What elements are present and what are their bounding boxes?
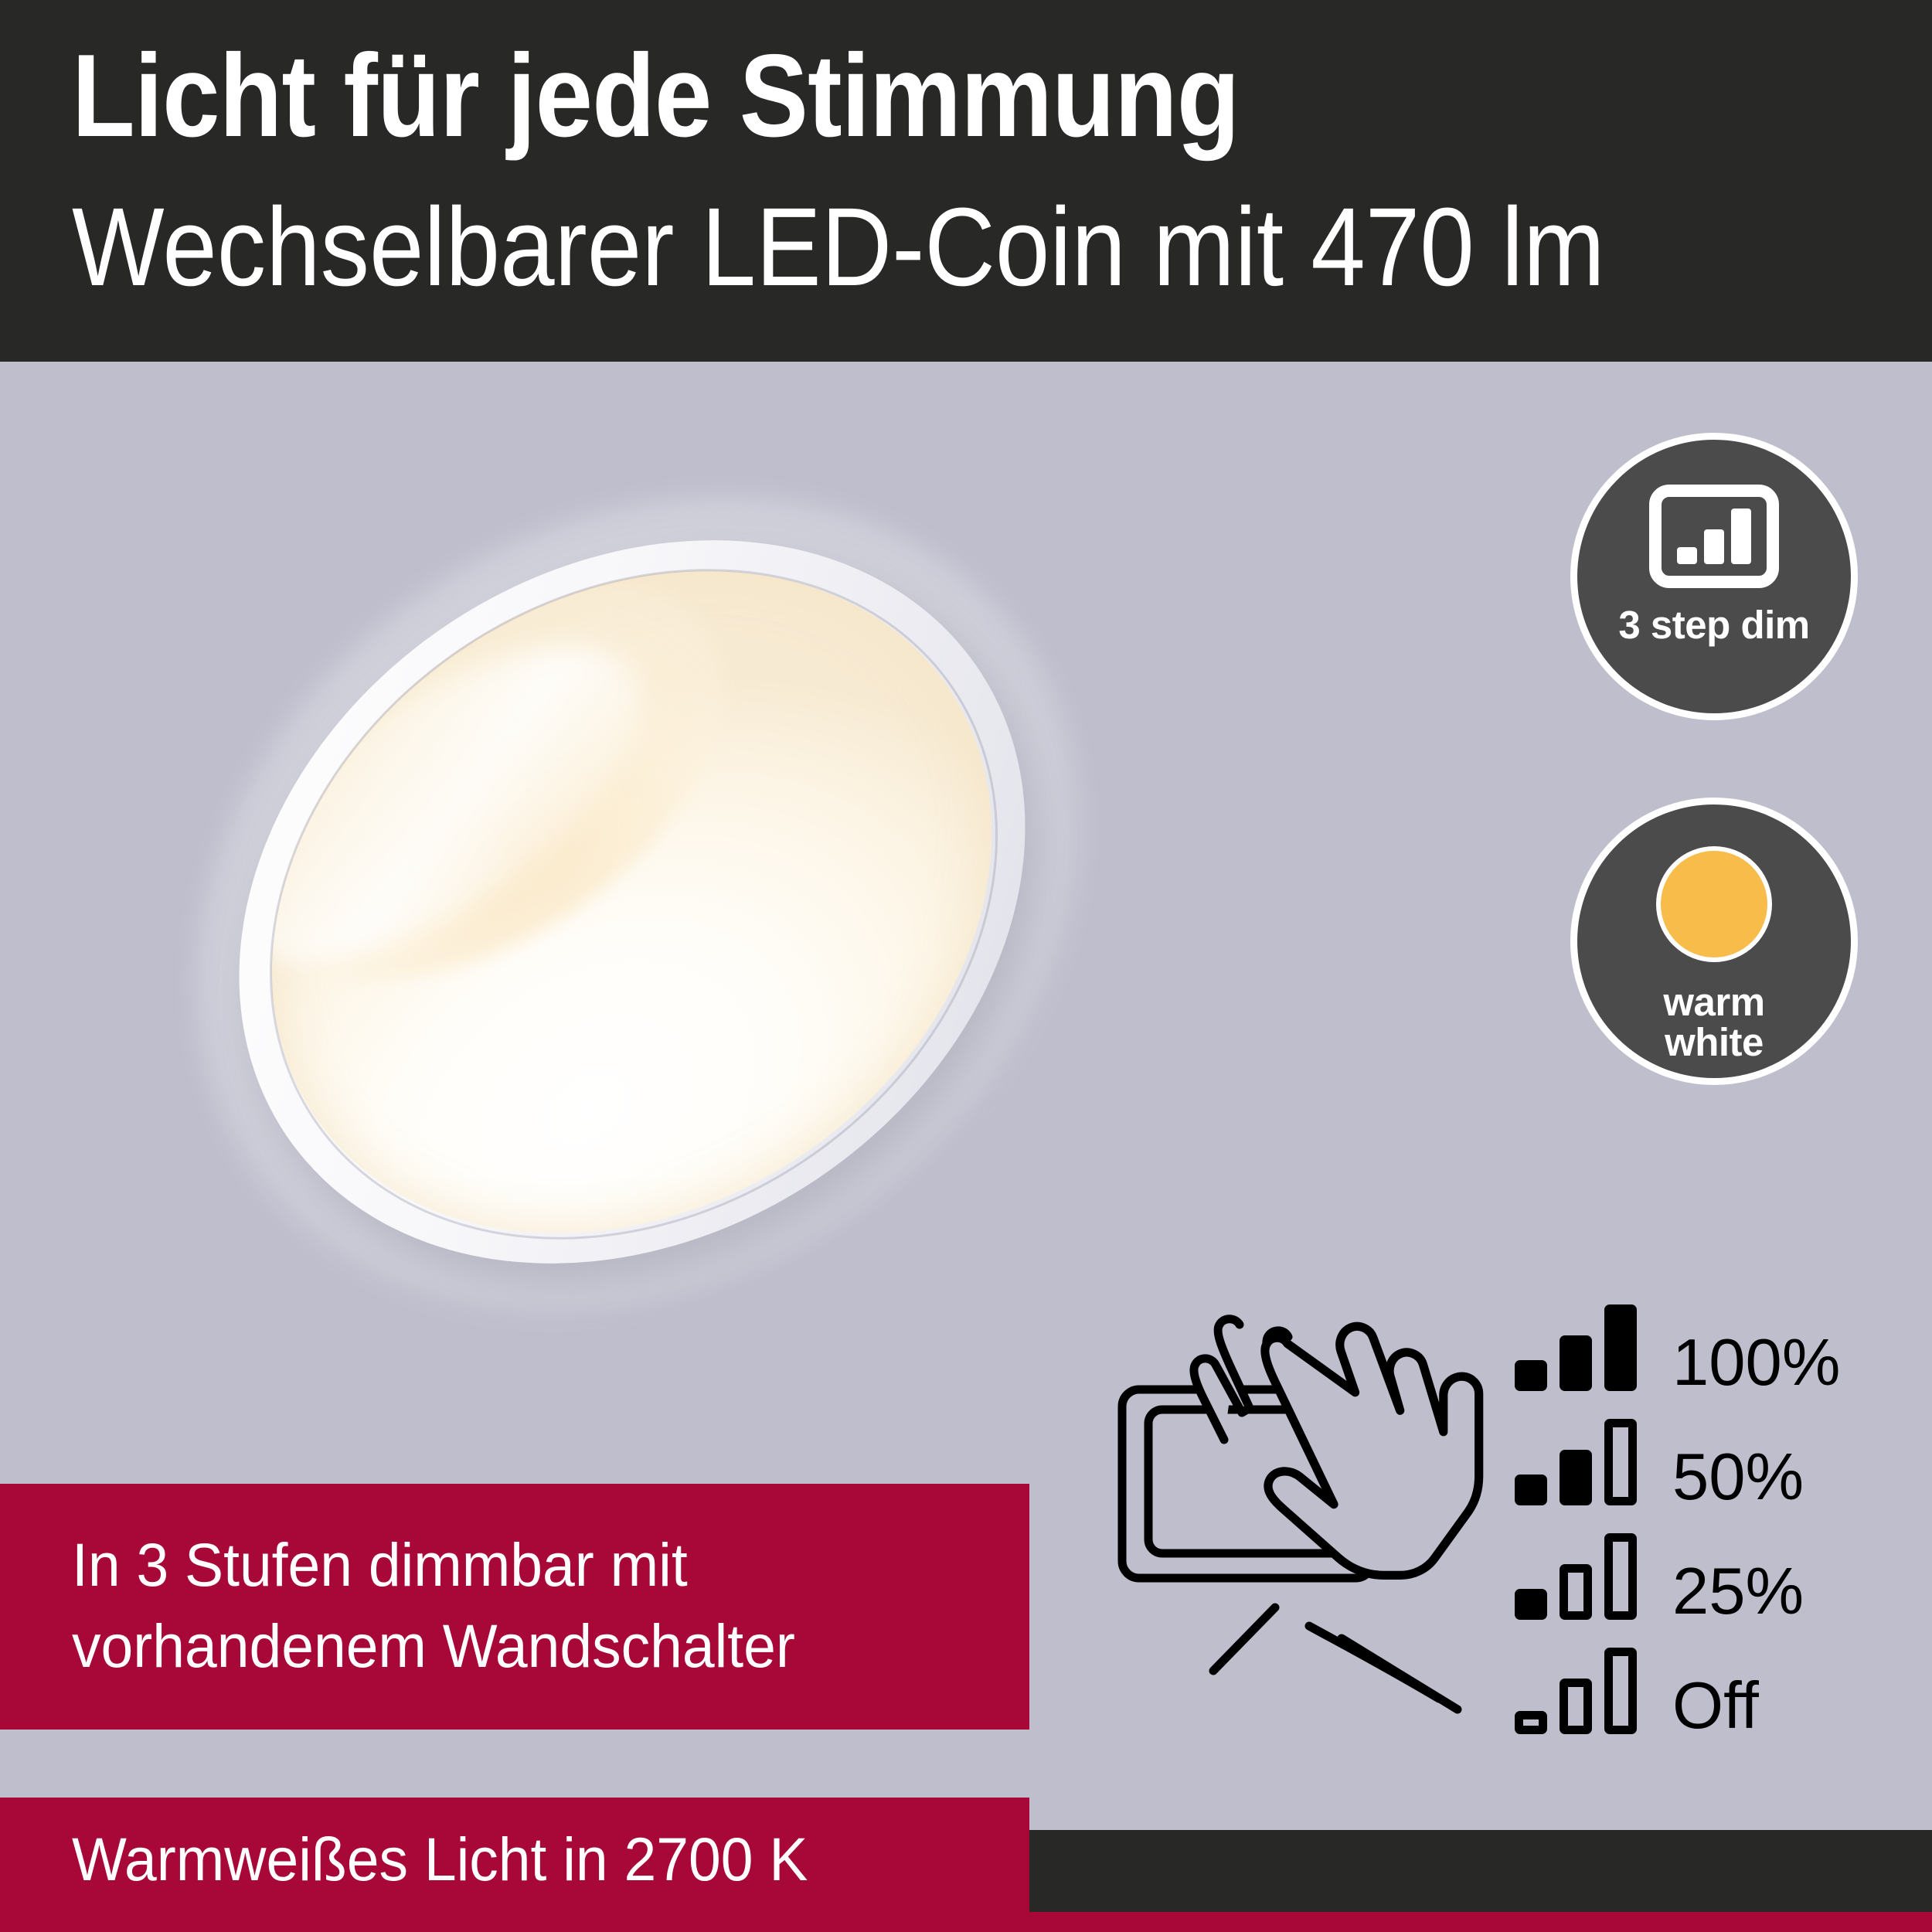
dim-bar-medium [1560,1335,1592,1391]
dim-level-row: 25% [1515,1533,1901,1628]
badge-warm-white: warm white [1570,798,1858,1085]
dim-level-label: 50% [1672,1440,1804,1514]
banner-color-temperature: Warmweißes Licht in 2700 K [0,1798,1029,1932]
badge-3-step-dim: 3 step dim [1570,433,1858,720]
badge-warm-white-label-line1: warm [1663,980,1765,1024]
dim-level-legend: 100% 50% 25% Off [1515,1304,1901,1753]
banner-dimming: In 3 Stufen dimmbar mit vorhandenem Wand… [0,1484,1029,1730]
dim-level-label: 25% [1672,1554,1804,1628]
dim-level-bars [1515,1533,1645,1620]
dim-level-bars [1515,1419,1645,1505]
badge-3-step-dim-label: 3 step dim [1618,603,1810,647]
dim-bar-large [1604,1419,1637,1505]
banner-dimming-line1: In 3 Stufen dimmbar mit [72,1530,688,1599]
dim-level-label: Off [1672,1668,1759,1743]
dimmer-bars-icon [1649,485,1779,588]
dim-level-label: 100% [1672,1325,1841,1400]
dim-level-row: 100% [1515,1304,1901,1400]
dim-bar-small [1515,1475,1547,1505]
banner-color-temperature-line1: Warmweißes Licht in 2700 K [72,1825,808,1893]
dim-bar-large [1604,1648,1637,1734]
dim-level-row: Off [1515,1648,1901,1743]
badge-warm-white-label-line2: white [1665,1020,1764,1065]
dim-bar-small [1515,1360,1547,1391]
dim-level-bars [1515,1648,1645,1734]
dim-bar-large [1604,1304,1637,1391]
hand-pressing-wall-switch-icon [1117,1315,1484,1714]
dim-bar-small [1515,1711,1547,1734]
badge-warm-white-label: warm white [1663,980,1765,1065]
dim-bar-medium [1560,1679,1592,1734]
page-subtitle: Wechselbarer LED-Coin mit 470 lm [72,185,1605,309]
page-title: Licht für jede Stimmung [72,30,1240,162]
dim-level-bars [1515,1304,1645,1391]
dim-bar-large [1604,1533,1637,1620]
dim-bar-medium [1560,1450,1592,1505]
banner-dimming-line2: vorhandenem Wandschalter [72,1611,795,1681]
dim-bar-small [1515,1589,1547,1620]
warm-white-dot-icon [1656,846,1772,962]
header-band: Licht für jede Stimmung Wechselbarer LED… [0,0,1932,362]
dim-level-row: 50% [1515,1419,1901,1514]
dim-bar-medium [1560,1564,1592,1620]
footer-dark-strip [1029,1830,1932,1912]
product-image [38,328,1237,1480]
footer-red-strip [1029,1912,1932,1932]
